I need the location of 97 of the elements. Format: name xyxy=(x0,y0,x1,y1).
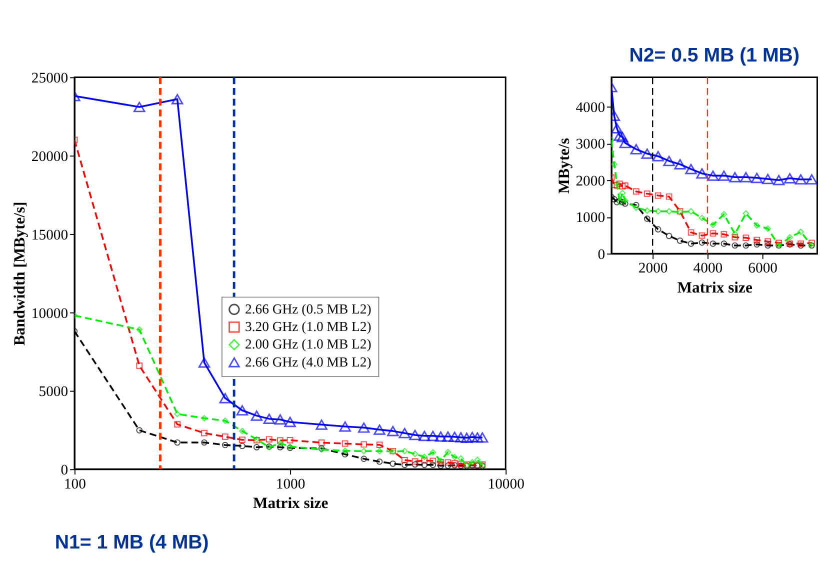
point xyxy=(764,225,772,232)
point xyxy=(710,230,716,237)
point xyxy=(619,190,626,196)
point xyxy=(644,190,650,197)
point xyxy=(622,200,628,207)
point xyxy=(632,188,640,195)
y-axis-title: Bandwidth [MByte/s] xyxy=(11,202,28,346)
point xyxy=(742,242,750,249)
point xyxy=(619,138,632,148)
point xyxy=(710,222,716,228)
point xyxy=(685,164,697,174)
point xyxy=(786,234,793,241)
point xyxy=(732,230,738,238)
point xyxy=(676,238,684,244)
legend-label: 2.66 GHz (0.5 MB L2) xyxy=(244,301,372,316)
x-tick-label: 10000 xyxy=(488,476,524,492)
x-axis-title: Matrix size xyxy=(677,279,752,296)
point xyxy=(729,172,741,182)
point xyxy=(688,240,694,247)
point xyxy=(718,170,730,181)
point xyxy=(644,207,650,214)
point xyxy=(622,182,628,189)
y-tick-label: 5000 xyxy=(38,384,68,400)
point xyxy=(732,242,738,249)
y-tick-label: 0 xyxy=(60,462,68,479)
y-tick-label: 4000 xyxy=(576,100,606,116)
point xyxy=(762,174,774,184)
point xyxy=(619,183,626,190)
point xyxy=(707,170,719,181)
point xyxy=(732,234,738,240)
point xyxy=(654,192,662,199)
y-tick-label: 0 xyxy=(598,246,606,263)
point xyxy=(652,151,664,162)
x-tick-label: 1000 xyxy=(276,476,306,492)
point xyxy=(614,130,626,141)
point xyxy=(742,210,750,217)
point xyxy=(632,204,640,211)
y-tick-label: 20000 xyxy=(31,148,68,165)
point xyxy=(754,222,760,229)
point xyxy=(619,198,626,206)
y-tick-label: 15000 xyxy=(31,227,68,244)
x-tick-label: 4000 xyxy=(693,260,723,277)
x-axis-title: Matrix size xyxy=(252,494,328,512)
legend-label: 3.20 GHz (1.0 MB L2) xyxy=(244,318,372,334)
point xyxy=(698,232,706,239)
y-tick-label: 2000 xyxy=(576,173,606,190)
point xyxy=(666,193,672,200)
y-tick-label: 10000 xyxy=(31,306,68,322)
point xyxy=(772,174,785,186)
point xyxy=(632,202,640,208)
point xyxy=(630,144,642,154)
point xyxy=(754,236,760,244)
point xyxy=(666,208,672,214)
legend-label: 2.66 GHz (4.0 MB L2) xyxy=(244,354,372,370)
legend-label: 2.00 GHz (1.0 MB L2) xyxy=(244,336,372,352)
point xyxy=(663,156,675,166)
y-tick-label: 1000 xyxy=(576,210,606,226)
point xyxy=(698,214,706,222)
point xyxy=(654,208,662,214)
point xyxy=(798,228,804,236)
point xyxy=(622,197,628,204)
point xyxy=(720,231,728,238)
point xyxy=(688,208,694,214)
point xyxy=(614,198,620,206)
point xyxy=(750,172,763,184)
x-tick-label: 2000 xyxy=(638,260,668,277)
point xyxy=(754,241,760,248)
point xyxy=(696,168,708,179)
point xyxy=(742,234,750,241)
text: N1= 1 MB (4 MB) xyxy=(54,532,209,554)
point xyxy=(644,216,650,222)
point xyxy=(674,159,686,170)
text: N2= 0.5 MB (1 MB) xyxy=(629,44,800,67)
point xyxy=(710,240,716,247)
point xyxy=(776,240,782,246)
y-tick-label: 25000 xyxy=(31,70,68,87)
point xyxy=(616,132,628,142)
y-axis-title: MByte/s xyxy=(556,138,573,194)
point xyxy=(808,240,815,246)
point xyxy=(784,173,796,184)
point xyxy=(698,239,706,246)
point xyxy=(764,238,772,245)
point xyxy=(666,232,672,240)
point xyxy=(688,229,694,236)
point xyxy=(641,148,653,159)
point xyxy=(794,174,807,185)
point xyxy=(611,161,618,168)
x-tick-label: 100 xyxy=(64,476,86,492)
point xyxy=(740,172,752,182)
point xyxy=(611,123,623,134)
point xyxy=(806,174,818,185)
point xyxy=(720,211,728,218)
point xyxy=(720,240,728,247)
y-tick-label: 3000 xyxy=(576,136,606,153)
point xyxy=(764,242,772,249)
x-tick-label: 6000 xyxy=(748,260,778,277)
point xyxy=(654,226,662,232)
